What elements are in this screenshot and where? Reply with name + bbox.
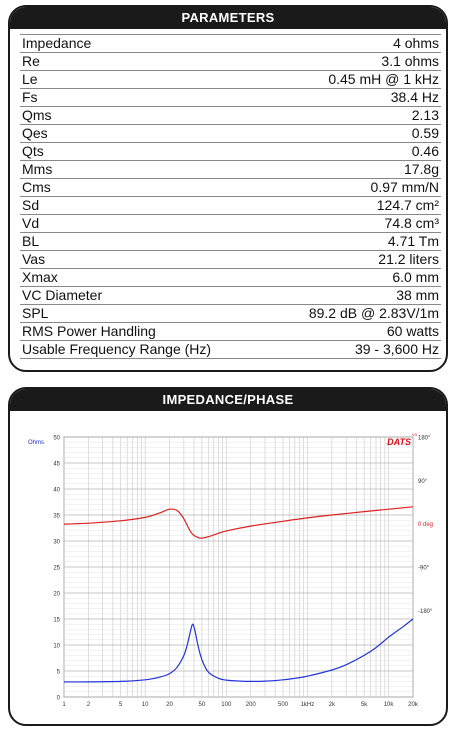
dats-version: V3 [412, 432, 418, 437]
parameter-row: Usable Frequency Range (Hz) 39 - 3,600 Hz [20, 340, 441, 359]
parameter-row: Qms 2.13 [20, 106, 441, 125]
parameters-panel: PARAMETERS Impedance 4 ohms Re 3.1 ohms Le 0.… [8, 5, 448, 372]
parameter-value: 6.0 mm [268, 268, 441, 287]
parameter-row: VC Diameter 38 mm [20, 286, 441, 305]
x-tick-label: 1 [62, 702, 66, 708]
x-tick-label: 5 [119, 702, 123, 708]
parameter-row: SPL 89.2 dB @ 2.83V/1m [20, 304, 441, 323]
x-tick-label: 2k [329, 702, 336, 708]
parameter-name: Qts [20, 142, 269, 161]
parameter-value: 38 mm [268, 286, 441, 305]
parameter-name: Qms [20, 106, 269, 125]
parameter-value: 0.59 [268, 124, 441, 143]
y-tick-label-left: 35 [53, 514, 60, 520]
x-tick-label: 10k [384, 702, 395, 708]
parameter-value: 17.8g [268, 160, 441, 179]
y-tick-label-right: -90° [418, 566, 430, 572]
x-tick-label: 200 [246, 702, 257, 708]
x-tick-label: 20 [166, 702, 173, 708]
parameter-name: Cms [20, 178, 269, 197]
x-tick-label: 2 [87, 702, 91, 708]
impedance-series-line [63, 618, 414, 683]
parameter-value: 2.13 [268, 106, 441, 125]
y-tick-label-left: 20 [53, 592, 60, 598]
y-tick-label-right: 180° [418, 436, 431, 442]
x-tick-label: 1kHz [301, 702, 315, 708]
phase-series-line [63, 506, 414, 539]
parameter-row: Mms 17.8g [20, 160, 441, 179]
parameter-value: 60 watts [268, 322, 441, 341]
parameters-title: PARAMETERS [10, 7, 446, 29]
parameter-row: Impedance 4 ohms [20, 34, 441, 53]
y-tick-label-left: 40 [53, 488, 60, 494]
y-tick-label-left: 0 [57, 696, 61, 702]
x-tick-label: 5k [361, 702, 368, 708]
parameter-name: BL [20, 232, 269, 251]
y-tick-label-left: 30 [53, 540, 60, 546]
parameter-value: 21.2 liters [268, 250, 441, 269]
y-tick-label-left: 5 [57, 670, 61, 676]
y-tick-label-right: 90° [418, 479, 428, 485]
parameter-name: Vas [20, 250, 269, 269]
parameter-value: 39 - 3,600 Hz [268, 340, 441, 359]
parameter-row: BL 4.71 Tm [20, 232, 441, 251]
y-tick-label-left: 50 [53, 436, 60, 442]
parameter-value: 4 ohms [268, 34, 441, 53]
parameter-row: Sd 124.7 cm² [20, 196, 441, 215]
y-axis-label-left: Ohms [28, 440, 44, 446]
x-tick-label: 10 [142, 702, 149, 708]
y-tick-label-left: 25 [53, 566, 60, 572]
impedance-phase-panel: IMPEDANCE/PHASE 0 5 10 15 20 25 30 35 40 45 50 Ohms… [8, 387, 448, 726]
parameter-value: 89.2 dB @ 2.83V/1m [268, 304, 441, 323]
parameter-name: Re [20, 52, 269, 71]
parameter-name: SPL [20, 304, 269, 323]
y-tick-label-left: 10 [53, 644, 60, 650]
y-tick-label-right: -180° [418, 609, 433, 615]
parameter-name: Xmax [20, 268, 269, 287]
parameter-row: Xmax 6.0 mm [20, 268, 441, 287]
parameter-name: Sd [20, 196, 269, 215]
y-tick-label-right: 0 deg [418, 522, 433, 528]
y-tick-label-left: 45 [53, 462, 60, 468]
parameter-row: Le 0.45 mH @ 1 kHz [20, 70, 441, 89]
parameter-row: RMS Power Handling 60 watts [20, 322, 441, 341]
parameter-row: Qts 0.46 [20, 142, 441, 161]
parameter-value: 0.97 mm/N [268, 178, 441, 197]
parameter-row: Re 3.1 ohms [20, 52, 441, 71]
dats-logo: DATS [387, 437, 411, 447]
parameter-value: 74.8 cm³ [268, 214, 441, 233]
parameter-name: VC Diameter [20, 286, 269, 305]
parameter-name: RMS Power Handling [20, 322, 269, 341]
parameter-name: Usable Frequency Range (Hz) [20, 340, 269, 359]
parameter-value: 0.45 mH @ 1 kHz [268, 70, 441, 89]
parameters-table: Impedance 4 ohms Re 3.1 ohms Le 0.45 mH @ 1 k… [20, 34, 441, 359]
x-tick-label: 50 [199, 702, 206, 708]
x-tick-label: 100 [221, 702, 232, 708]
parameter-value: 0.46 [268, 142, 441, 161]
parameter-value: 4.71 Tm [268, 232, 441, 251]
parameter-row: Qes 0.59 [20, 124, 441, 143]
parameter-name: Le [20, 70, 269, 89]
parameter-row: Fs 38.4 Hz [20, 88, 441, 107]
parameter-value: 38.4 Hz [268, 88, 441, 107]
parameter-name: Qes [20, 124, 269, 143]
parameter-name: Fs [20, 88, 269, 107]
parameter-name: Mms [20, 160, 269, 179]
x-tick-label: 500 [278, 702, 289, 708]
impedance-phase-title: IMPEDANCE/PHASE [10, 389, 446, 411]
x-tick-label: 20k [408, 702, 419, 708]
parameter-row: Vd 74.8 cm³ [20, 214, 441, 233]
y-tick-label-left: 15 [53, 618, 60, 624]
parameter-name: Vd [20, 214, 269, 233]
parameter-value: 3.1 ohms [268, 52, 441, 71]
parameter-name: Impedance [20, 34, 269, 53]
parameter-value: 124.7 cm² [268, 196, 441, 215]
parameter-row: Cms 0.97 mm/N [20, 178, 441, 197]
parameter-row: Vas 21.2 liters [20, 250, 441, 269]
